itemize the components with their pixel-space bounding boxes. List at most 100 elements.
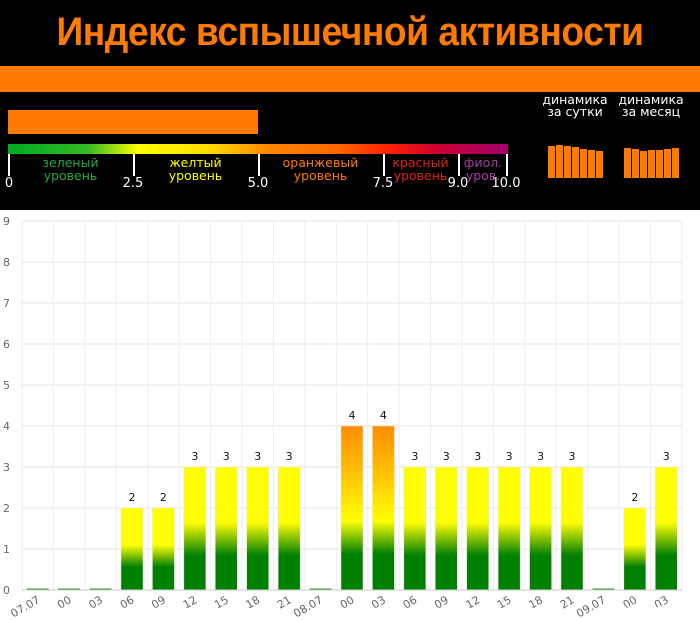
x-tick-label: 21 — [558, 593, 577, 611]
level-label-line2: уров. — [465, 168, 501, 183]
bar-value-label: 4 — [349, 409, 356, 422]
level-label-line1: зеленый — [42, 155, 99, 170]
scale-tick-label: 5.0 — [247, 176, 269, 191]
x-tick-label: 15 — [212, 593, 231, 611]
bar — [372, 425, 395, 591]
bar — [529, 466, 552, 591]
level-label: оранжевый уровень — [283, 156, 359, 182]
bar-value-label: 3 — [254, 450, 261, 463]
level-label-line1: желтый — [169, 155, 222, 170]
site-watermark: www.kcbdx.ru — [598, 601, 690, 616]
bar — [246, 466, 269, 591]
bar-value-label: 4 — [380, 409, 387, 422]
scale-ticks — [8, 154, 508, 176]
level-label-line1: фиол. — [463, 155, 503, 170]
bar — [120, 507, 144, 591]
daily-dynamics-title-line2: за сутки — [547, 104, 603, 119]
bar-value-label: 3 — [223, 450, 230, 463]
scale-tick-label: 0 — [4, 176, 14, 191]
y-tick-label: 9 — [3, 215, 10, 228]
bar-value-label: 3 — [474, 450, 481, 463]
daily-dynamics-title-line1: динамика — [542, 92, 608, 107]
x-tick-label: 12 — [464, 593, 483, 611]
orange-status-band — [0, 66, 700, 92]
x-tick-label: 18 — [244, 593, 263, 611]
level-label: красный уровень — [392, 156, 448, 182]
monthly-dynamics-title-line2: за месяц — [621, 104, 681, 119]
mini-bar — [624, 147, 631, 178]
page-title: Индекс вспышечной активности — [56, 10, 644, 54]
level-label-line1: красный — [392, 155, 449, 170]
scale-tick — [8, 154, 10, 176]
mini-bar — [672, 148, 679, 178]
x-tick-label: 09 — [432, 593, 451, 611]
mini-bar — [548, 145, 555, 178]
mini-bar — [596, 151, 603, 178]
mini-bar — [632, 149, 639, 178]
mini-bar — [556, 144, 563, 178]
level-label: фиол. уров. — [464, 156, 502, 182]
bar-value-label: 3 — [443, 450, 450, 463]
bar — [497, 466, 521, 591]
bar — [623, 507, 647, 591]
chart-bars — [26, 425, 678, 591]
y-tick-label: 3 — [3, 461, 10, 474]
mini-bar — [656, 150, 663, 178]
chart-data-labels: 2 2 3 3 3 3 4 4 3 3 3 3 3 3 2 3 — [129, 409, 670, 504]
y-tick-label: 1 — [3, 543, 10, 556]
scale-tick — [383, 154, 385, 176]
bar — [152, 507, 175, 591]
mini-bar — [580, 149, 587, 178]
x-tick-label: 00 — [621, 593, 640, 611]
mini-bar — [564, 145, 571, 178]
x-tick-label: 12 — [181, 593, 200, 611]
level-label-line2: уровень — [168, 168, 223, 183]
x-tick-label: 03 — [86, 593, 105, 611]
scale-tick-label: 10.0 — [491, 176, 521, 191]
x-tick-label: 21 — [275, 593, 294, 611]
activity-gradient-scale — [8, 144, 508, 154]
bar — [655, 466, 678, 591]
y-tick-label: 7 — [3, 297, 10, 310]
bar-value-label: 3 — [537, 450, 544, 463]
x-tick-label: 07.07 — [8, 593, 42, 620]
mini-bar — [588, 150, 595, 178]
y-tick-label: 4 — [3, 420, 10, 433]
x-tick-label: 00 — [338, 593, 357, 611]
scale-tick-label: 7.5 — [372, 176, 394, 191]
scale-tick — [258, 154, 260, 176]
scale-tick — [506, 154, 508, 176]
x-tick-label: 08.07 — [291, 593, 325, 620]
flare-index-header: Индекс вспышечной активности динамика за… — [0, 0, 700, 210]
x-tick-label: 06 — [401, 593, 420, 611]
daily-dynamics-title: динамика за сутки — [542, 92, 608, 119]
bar — [58, 588, 81, 590]
mini-bar — [648, 149, 655, 178]
y-tick-label: 6 — [3, 338, 10, 351]
level-label-line2: уровень — [393, 168, 448, 183]
current-level-bar — [8, 110, 258, 134]
bar — [89, 588, 112, 590]
bar — [215, 466, 238, 591]
bar — [309, 588, 332, 590]
bar — [435, 466, 458, 591]
x-tick-label: 09 — [149, 593, 168, 611]
y-tick-label: 0 — [3, 584, 10, 597]
bar — [592, 588, 615, 590]
bar-value-label: 3 — [506, 450, 513, 463]
bar-value-label: 3 — [569, 450, 576, 463]
mini-bar — [640, 150, 647, 178]
monthly-dynamics-title: динамика за месяц — [618, 93, 683, 119]
bar-value-label: 2 — [129, 491, 136, 504]
x-tick-label: 00 — [55, 593, 74, 611]
level-label-line2: уровень — [43, 168, 98, 183]
y-tick-label: 5 — [3, 379, 10, 392]
level-label-line2: уровень — [293, 168, 348, 183]
bar — [466, 466, 489, 591]
scale-tick-label: 2.5 — [122, 176, 144, 191]
x-tick-label: 18 — [526, 593, 545, 611]
y-tick-label: 2 — [3, 502, 10, 515]
scale-tick-label: 9.0 — [447, 176, 469, 191]
